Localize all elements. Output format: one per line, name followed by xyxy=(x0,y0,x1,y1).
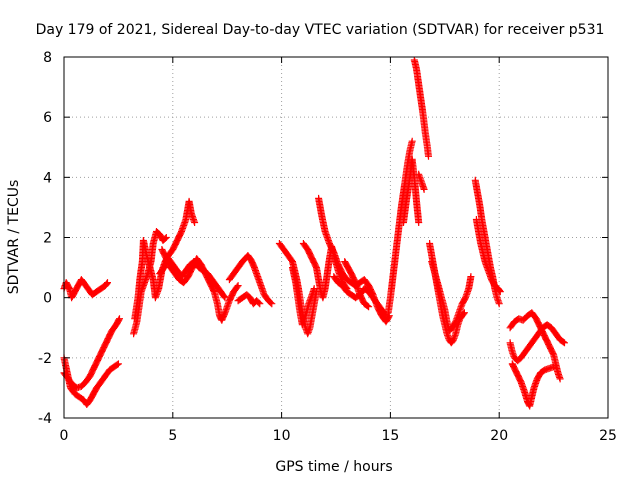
y-tick-label: 2 xyxy=(43,231,52,247)
data-point xyxy=(114,360,122,368)
x-tick-label: 5 xyxy=(168,428,177,444)
y-tick-label: -4 xyxy=(38,411,52,427)
data-point xyxy=(310,285,318,293)
data-point xyxy=(162,234,170,241)
data-point xyxy=(115,316,123,324)
data-points xyxy=(60,56,568,410)
data-point xyxy=(255,299,263,307)
x-tick-label: 25 xyxy=(599,428,617,444)
y-tick-label: 6 xyxy=(43,110,52,126)
data-point xyxy=(425,152,432,160)
data-point xyxy=(267,299,275,307)
data-point xyxy=(496,288,504,296)
data-point xyxy=(364,302,372,310)
data-point xyxy=(550,363,558,371)
data-point xyxy=(408,137,416,145)
data-point xyxy=(233,283,241,291)
data-point xyxy=(559,338,567,346)
data-point xyxy=(256,300,264,308)
y-tick-label: 8 xyxy=(43,50,52,66)
data-point xyxy=(420,185,428,193)
data-point xyxy=(161,235,169,242)
data-point xyxy=(509,351,517,359)
data-point xyxy=(116,315,123,323)
data-point xyxy=(519,384,527,392)
x-axis-label: GPS time / hours xyxy=(275,459,392,475)
data-point xyxy=(113,361,121,369)
axis-ticks: 0 5 10 15 20 25 -4 -2 0 2 4 6 8 xyxy=(38,50,617,444)
data-point xyxy=(496,287,504,295)
data-point xyxy=(365,303,373,311)
data-point xyxy=(220,293,228,300)
data-point xyxy=(556,375,564,383)
data-point xyxy=(268,300,276,308)
data-point xyxy=(532,379,540,387)
x-tick-label: 15 xyxy=(381,428,399,444)
data-point xyxy=(495,300,503,308)
chart-title: Day 179 of 2021, Sidereal Day-to-day VTE… xyxy=(36,22,605,38)
x-tick-label: 0 xyxy=(60,428,69,444)
data-point xyxy=(234,282,242,290)
y-tick-label: -2 xyxy=(38,351,52,367)
y-tick-label: 0 xyxy=(43,291,52,307)
data-point xyxy=(191,219,199,226)
y-axis-label: SDTVAR / TECUs xyxy=(6,180,22,295)
y-tick-label: 4 xyxy=(43,170,52,186)
grid-lines xyxy=(64,57,608,418)
x-tick-label: 10 xyxy=(273,428,291,444)
data-point xyxy=(415,219,423,226)
data-point xyxy=(103,280,111,288)
x-tick-label: 20 xyxy=(490,428,508,444)
data-point xyxy=(104,279,111,287)
data-point xyxy=(467,273,475,281)
data-point xyxy=(561,339,568,347)
